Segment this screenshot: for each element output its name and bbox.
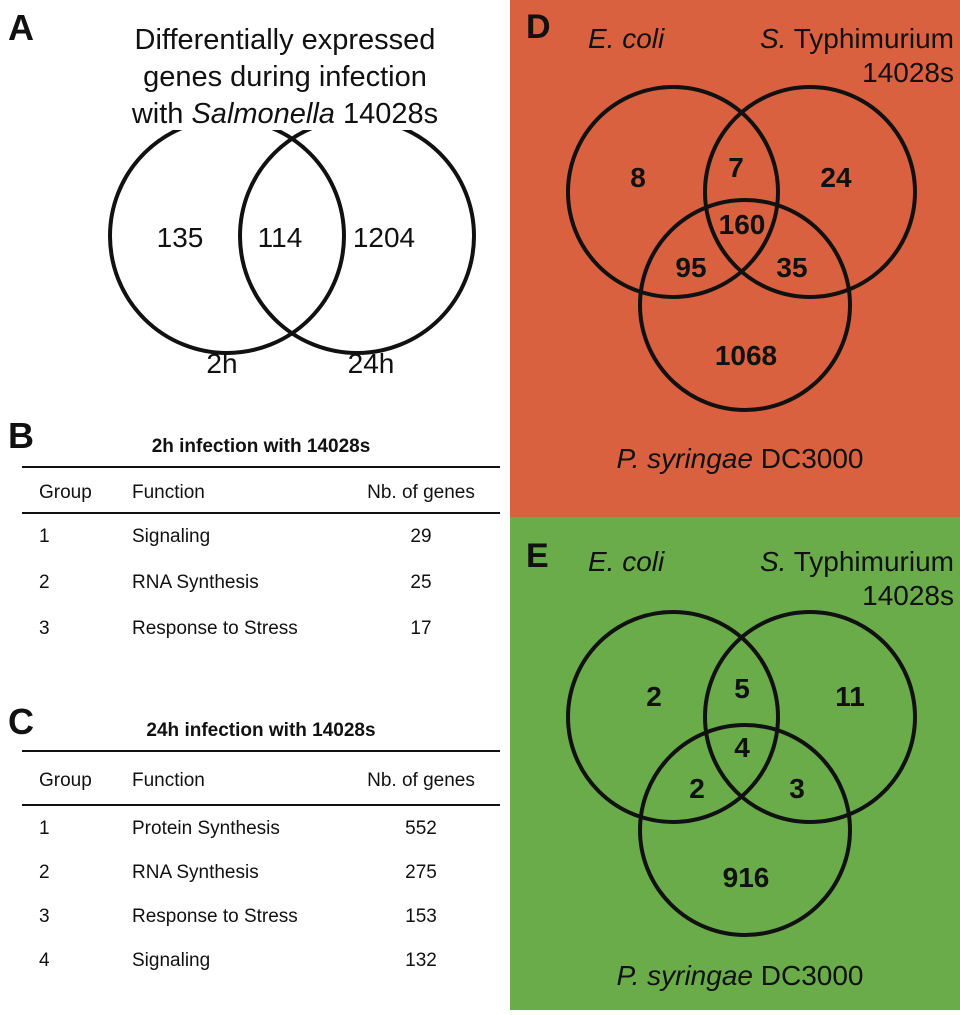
col-header-count: Nb. of genes <box>367 770 475 791</box>
panel-a-title-line3: with Salmonella 14028s <box>90 96 480 133</box>
count-typhimurium-only: 11 <box>835 681 865 712</box>
col-header-group: Group <box>39 770 92 791</box>
table-row: 3 Response to Stress 17 <box>22 618 500 642</box>
col-header-function: Function <box>132 770 205 791</box>
table-row: 3 Response to Stress 153 <box>22 906 500 930</box>
row-group: 4 <box>39 950 50 971</box>
count-ecoli-only: 8 <box>630 162 646 193</box>
panel-a-title-line1: Differentially expressed <box>134 24 436 56</box>
venn-a-right-count: 1204 <box>353 222 415 253</box>
count-typhimurium-psyringae: 3 <box>789 773 805 804</box>
col-header-count: Nb. of genes <box>367 482 475 503</box>
table-row: 4 Signaling 132 <box>22 950 500 974</box>
panel-c-letter: C <box>8 701 34 742</box>
panel-a-title-prefix: with <box>131 98 192 130</box>
table-24h-header: Group Function Nb. of genes <box>22 770 500 794</box>
count-psyringae-only: 1068 <box>715 340 777 371</box>
label-typhimurium: S. Typhimurium <box>760 23 954 54</box>
venn-a-left-label: 2h <box>206 348 237 379</box>
table-24h-header-rule <box>22 804 500 806</box>
panel-e-letter: E <box>526 537 549 575</box>
venn-circle-ecoli <box>566 610 780 824</box>
panel-a-title-line2: genes during infection <box>143 61 427 93</box>
count-psyringae-only: 916 <box>723 862 770 893</box>
row-group: 3 <box>39 618 50 639</box>
panel-e-background: E E. coli S. Typhimurium 14028s 2 5 11 4… <box>510 517 960 1010</box>
venn-circle-psyringae <box>638 198 852 412</box>
panel-a-title: Differentially expressed genes during in… <box>90 22 480 133</box>
panel-d-background: D E. coli S. Typhimurium 14028s 8 7 24 1… <box>510 0 960 517</box>
row-function: Signaling <box>132 950 211 971</box>
row-group: 3 <box>39 906 50 927</box>
table-row: 1 Protein Synthesis 552 <box>22 818 500 842</box>
label-psyringae: P. syringae DC3000 <box>617 960 864 991</box>
count-all-three: 4 <box>734 732 750 763</box>
count-all-three: 160 <box>719 209 766 240</box>
row-group: 1 <box>39 526 50 547</box>
table-2h-header: Group Function Nb. of genes <box>22 482 500 506</box>
venn-a-right-label: 24h <box>348 348 395 379</box>
venn-a-overlap-count: 114 <box>258 222 303 253</box>
row-count: 29 <box>410 526 432 547</box>
row-group: 2 <box>39 572 50 593</box>
count-typhimurium-psyringae: 35 <box>776 252 807 283</box>
table-2h-header-rule <box>22 512 500 514</box>
label-typhimurium: S. Typhimurium <box>760 546 954 577</box>
row-group: 1 <box>39 818 50 839</box>
panel-e-venn: E E. coli S. Typhimurium 14028s 2 5 11 4… <box>526 537 954 991</box>
row-count: 25 <box>410 572 432 593</box>
panel-a-title-organism: Salmonella <box>191 98 335 130</box>
table-2h-caption: 2h infection with 14028s <box>151 436 371 457</box>
row-count: 275 <box>405 862 437 883</box>
row-function: Signaling <box>132 526 211 547</box>
col-header-function: Function <box>132 482 205 503</box>
table-row: 1 Signaling 29 <box>22 526 500 550</box>
label-typhimurium-strain: 14028s <box>862 57 954 88</box>
venn-circle-24h <box>238 130 476 355</box>
row-function: Response to Stress <box>132 618 298 639</box>
venn-a-left-count: 135 <box>157 222 204 253</box>
count-ecoli-typhimurium: 7 <box>728 152 744 183</box>
row-count: 552 <box>405 818 437 839</box>
panel-b-letter: B <box>8 415 34 456</box>
row-count: 17 <box>410 618 432 639</box>
count-ecoli-psyringae: 2 <box>689 773 705 804</box>
count-ecoli-psyringae: 95 <box>675 252 706 283</box>
venn-circle-typhimurium <box>703 85 917 299</box>
count-ecoli-typhimurium: 5 <box>734 673 750 704</box>
venn-circle-ecoli <box>566 85 780 299</box>
table-2h-top-rule <box>22 466 500 468</box>
panel-d-letter: D <box>526 8 551 46</box>
row-function: RNA Synthesis <box>132 572 259 593</box>
label-ecoli: E. coli <box>588 546 665 577</box>
table-24h-caption: 24h infection with 14028s <box>146 720 376 741</box>
col-header-group: Group <box>39 482 92 503</box>
venn-circle-typhimurium <box>703 610 917 824</box>
row-function: Protein Synthesis <box>132 818 280 839</box>
row-function: Response to Stress <box>132 906 298 927</box>
venn-circle-psyringae <box>638 723 852 937</box>
table-24h: 24h infection with 14028s Group Function… <box>22 720 500 990</box>
panel-a-title-strain: 14028s <box>334 98 439 130</box>
table-24h-top-rule <box>22 750 500 752</box>
row-group: 2 <box>39 862 50 883</box>
panel-a-venn: 135 114 1204 2h 24h <box>108 130 476 379</box>
count-ecoli-only: 2 <box>646 681 662 712</box>
table-row: 2 RNA Synthesis 275 <box>22 862 500 886</box>
venn-circle-2h <box>108 130 346 355</box>
label-typhimurium-strain: 14028s <box>862 580 954 611</box>
row-count: 153 <box>405 906 437 927</box>
count-typhimurium-only: 24 <box>820 162 852 193</box>
panel-a-letter: A <box>8 7 34 48</box>
label-psyringae: P. syringae DC3000 <box>617 443 864 474</box>
label-ecoli: E. coli <box>588 23 665 54</box>
table-2h: 2h infection with 14028s Group Function … <box>22 436 500 656</box>
row-function: RNA Synthesis <box>132 862 259 883</box>
row-count: 132 <box>405 950 437 971</box>
panel-d-venn: D E. coli S. Typhimurium 14028s 8 7 24 1… <box>526 8 954 474</box>
table-row: 2 RNA Synthesis 25 <box>22 572 500 596</box>
